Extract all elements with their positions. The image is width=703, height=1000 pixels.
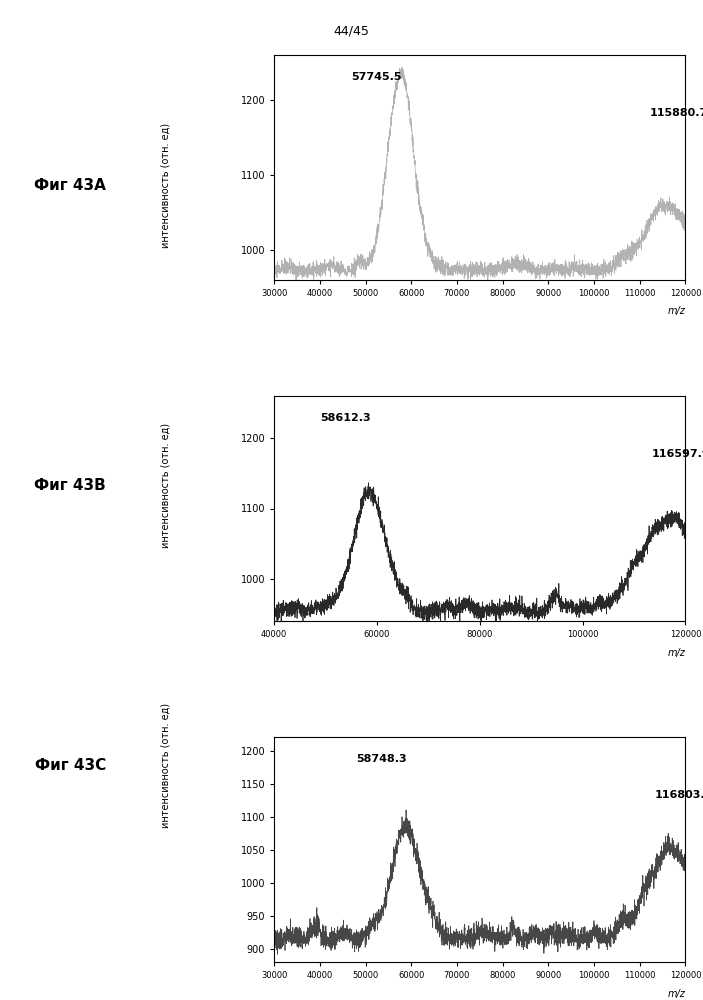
Text: 115880.7: 115880.7 xyxy=(650,108,703,118)
Text: интенсивность (отн. ед): интенсивность (отн. ед) xyxy=(160,702,170,828)
Text: m/z: m/z xyxy=(668,989,685,999)
Text: 57745.5: 57745.5 xyxy=(352,72,402,82)
Text: m/z: m/z xyxy=(668,648,685,658)
Text: m/z: m/z xyxy=(668,306,685,316)
Text: интенсивность (отн. ед): интенсивность (отн. ед) xyxy=(160,422,170,548)
Text: 116597.9: 116597.9 xyxy=(652,449,703,459)
Text: Фиг 43C: Фиг 43C xyxy=(34,758,106,772)
Text: Фиг 43B: Фиг 43B xyxy=(34,478,106,492)
Text: 116803.9: 116803.9 xyxy=(654,790,703,800)
Text: 58612.3: 58612.3 xyxy=(321,413,371,423)
Text: 58748.3: 58748.3 xyxy=(356,754,407,764)
Text: интенсивность (отн. ед): интенсивность (отн. ед) xyxy=(160,122,170,248)
Text: 44/45: 44/45 xyxy=(333,25,370,38)
Text: Фиг 43A: Фиг 43A xyxy=(34,178,106,192)
